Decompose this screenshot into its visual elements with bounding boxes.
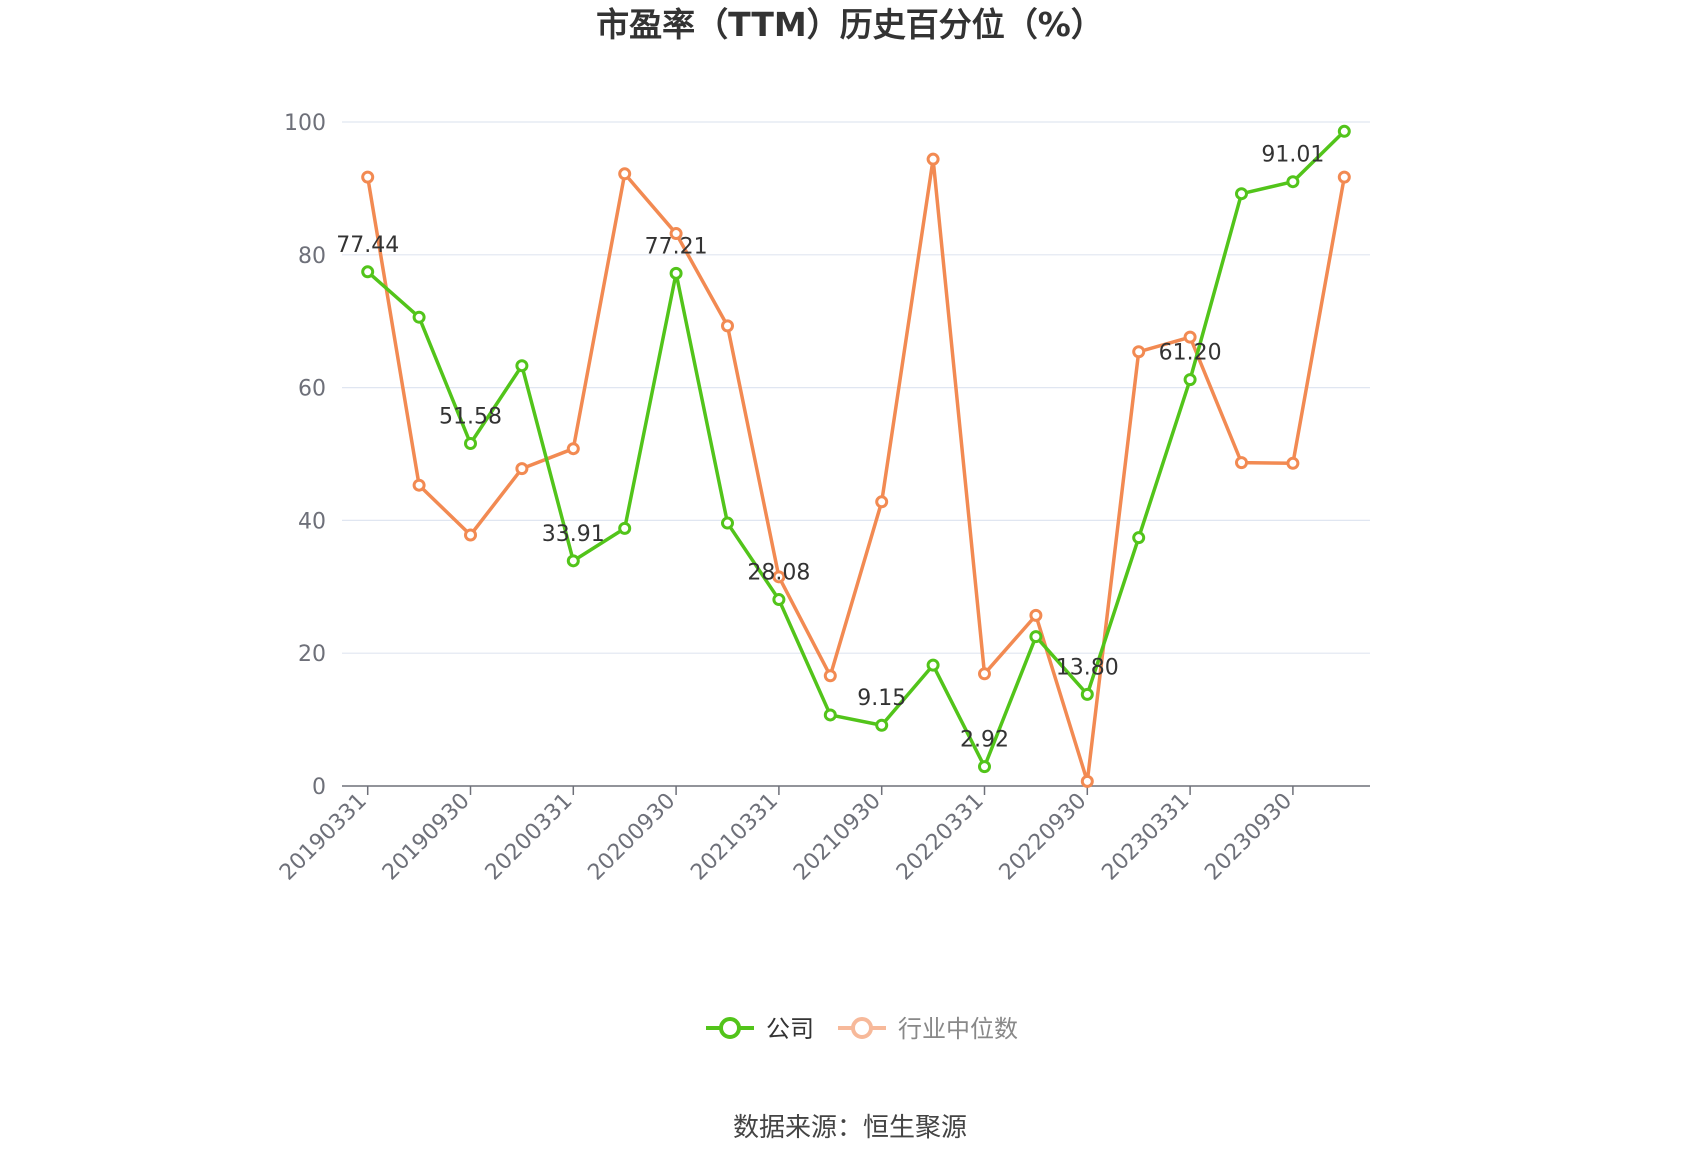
data-label-20210930: 9.15 [857, 686, 906, 711]
data-label-20230331: 61.20 [1159, 341, 1222, 366]
point-series0-20210331 [772, 593, 786, 607]
point-series1-20210331 [772, 570, 786, 584]
point-series1-20201231 [721, 319, 734, 333]
point-series0-20210630 [823, 708, 837, 722]
point-series0-20220331 [978, 760, 991, 774]
point-series1-20190630 [412, 478, 426, 492]
point-series0-20210930 [875, 718, 889, 732]
x-tick-label-20220331: 20220331 [892, 789, 989, 886]
point-series1-20200331 [566, 442, 580, 456]
x-tick-label-20230331: 20230331 [1097, 789, 1194, 886]
legend-company-label: 公司 [766, 1015, 814, 1043]
legend-item-industry-median[interactable]: 行业中位数 [838, 1015, 1018, 1043]
series-line-0 [366, 130, 1346, 769]
chart-title: 市盈率（TTM）历史百分位（%） [596, 5, 1104, 44]
legend-company-marker-icon [719, 1017, 741, 1039]
data-label-20190331: 77.44 [336, 233, 399, 258]
point-series0-20230930 [1286, 175, 1300, 189]
point-series0-20220930 [1080, 687, 1094, 701]
point-series1-20191231 [515, 462, 529, 476]
point-series0-20220630 [1029, 630, 1043, 644]
point-series0-20230331 [1183, 373, 1197, 387]
data-label-20200331: 33.91 [542, 522, 605, 547]
y-tick-label-40: 40 [298, 509, 326, 534]
point-series0-20191231 [515, 359, 529, 373]
point-series1-20230630 [1235, 456, 1248, 470]
y-tick-label-100: 100 [284, 111, 326, 136]
point-series1-20190331 [361, 170, 375, 184]
series-layer [361, 124, 1351, 788]
legend-item-company[interactable]: 公司 [706, 1015, 814, 1043]
point-series0-20200630 [618, 521, 632, 535]
legend-industry-marker-icon [851, 1017, 873, 1039]
point-series1-20230930 [1286, 456, 1300, 470]
point-series0-20190331 [361, 265, 375, 279]
point-series1-20190930 [464, 528, 477, 542]
point-series1-20230331 [1183, 330, 1197, 344]
point-series0-20200331 [566, 554, 580, 568]
data-label-20220331: 2.92 [960, 728, 1009, 753]
y-tick-label-0: 0 [312, 775, 326, 800]
x-tick-label-20200930: 20200930 [583, 789, 680, 886]
point-series1-20221231 [1132, 345, 1146, 359]
point-series1-20200630 [618, 167, 632, 181]
point-series1-20210630 [823, 669, 837, 683]
y-tick-label-80: 80 [298, 244, 326, 269]
legend: 公司 行业中位数 [706, 1015, 1018, 1043]
point-series1-20220930 [1080, 774, 1094, 788]
data-labels: 77.44 51.58 33.91 77.21 28.08 9.15 2.92 13.80 61… [336, 143, 1324, 753]
point-series1-20220331 [978, 667, 991, 681]
grid-lines [342, 121, 1370, 654]
series-line-1 [365, 157, 1347, 784]
point-series0-20200930 [669, 266, 683, 280]
data-label-20190930: 51.58 [439, 405, 502, 430]
x-tick-label-20190930: 20190930 [378, 789, 475, 886]
point-series0-20230630 [1235, 187, 1248, 201]
x-tick-label-20190331: 20190331 [275, 789, 372, 886]
data-label-20200930: 77.21 [645, 234, 708, 259]
legend-industry-label: 行业中位数 [898, 1015, 1018, 1043]
point-series1-20220630 [1029, 608, 1043, 622]
data-label-20210331: 28.08 [747, 561, 810, 586]
x-tick-label-20200331: 20200331 [481, 789, 578, 886]
data-source-footer: 数据来源：恒生聚源 [733, 1113, 967, 1143]
point-series1-20200930 [669, 227, 683, 241]
x-tick-label-20230930: 20230930 [1200, 789, 1297, 886]
y-tick-label-20: 20 [298, 642, 326, 667]
y-tick-label-60: 60 [298, 377, 326, 402]
x-tick-label-20220930: 20220930 [995, 789, 1092, 886]
y-axis: 0 20 40 60 80 100 [284, 111, 326, 800]
x-axis: 20190331 20190930 20200331 20200930 20210331… [275, 785, 1370, 886]
point-series0-20190930 [464, 437, 477, 451]
point-series0-20221231 [1132, 531, 1146, 545]
data-label-20230930: 91.01 [1261, 143, 1324, 168]
point-series1-20210930 [875, 495, 889, 509]
point-series1-20211231 [926, 152, 940, 166]
point-series0-20201231 [721, 516, 734, 530]
point-series0-20231231 [1337, 124, 1351, 138]
point-series0-20211231 [926, 658, 940, 672]
x-tick-label-20210930: 20210930 [789, 789, 886, 886]
x-tick-label-20210331: 20210331 [686, 789, 783, 886]
data-label-20220930: 13.80 [1056, 655, 1119, 680]
point-series1-20231231 [1337, 170, 1351, 184]
point-series0-20190630 [412, 310, 426, 324]
